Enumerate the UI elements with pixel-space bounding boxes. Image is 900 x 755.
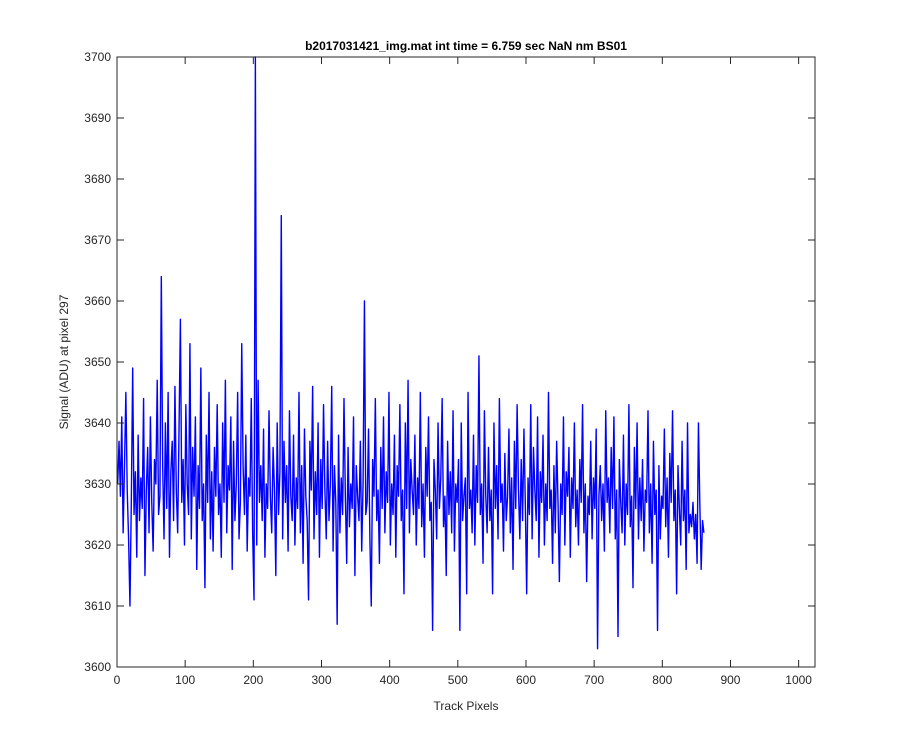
y-tick-label: 3640	[84, 416, 111, 430]
y-axis-label: Signal (ADU) at pixel 297	[57, 294, 71, 429]
series-layer	[116, 56, 705, 650]
x-tick-label: 700	[584, 673, 604, 687]
series-line-1	[116, 56, 705, 650]
x-tick-label: 300	[311, 673, 331, 687]
y-tick-label: 3700	[84, 50, 111, 64]
x-tick-label: 200	[243, 673, 263, 687]
y-tick-label: 3680	[84, 172, 111, 186]
x-axis-label: Track Pixels	[434, 699, 499, 713]
ticks-layer: 0 100 200 300 400 500 600 700 800 900 1000 3600 3610…	[84, 50, 815, 687]
y-tick-label: 3620	[84, 538, 111, 552]
x-tick-label: 800	[652, 673, 672, 687]
y-tick-label: 3630	[84, 477, 111, 491]
x-tick-label: 500	[448, 673, 468, 687]
y-tick-label: 3690	[84, 111, 111, 125]
chart-title: b2017031421_img.mat int time = 6.759 sec…	[305, 39, 627, 53]
x-tick-label: 400	[380, 673, 400, 687]
y-tick-label: 3600	[84, 660, 111, 674]
y-tick-label: 3660	[84, 294, 111, 308]
x-tick-label: 0	[114, 673, 121, 687]
x-tick-label: 1000	[785, 673, 812, 687]
x-tick-label: 900	[720, 673, 740, 687]
y-tick-label: 3610	[84, 599, 111, 613]
plot-frame	[116, 56, 816, 668]
x-tick-label: 100	[175, 673, 195, 687]
y-tick-label: 3650	[84, 355, 111, 369]
x-tick-label: 600	[516, 673, 536, 687]
y-tick-label: 3670	[84, 233, 111, 247]
